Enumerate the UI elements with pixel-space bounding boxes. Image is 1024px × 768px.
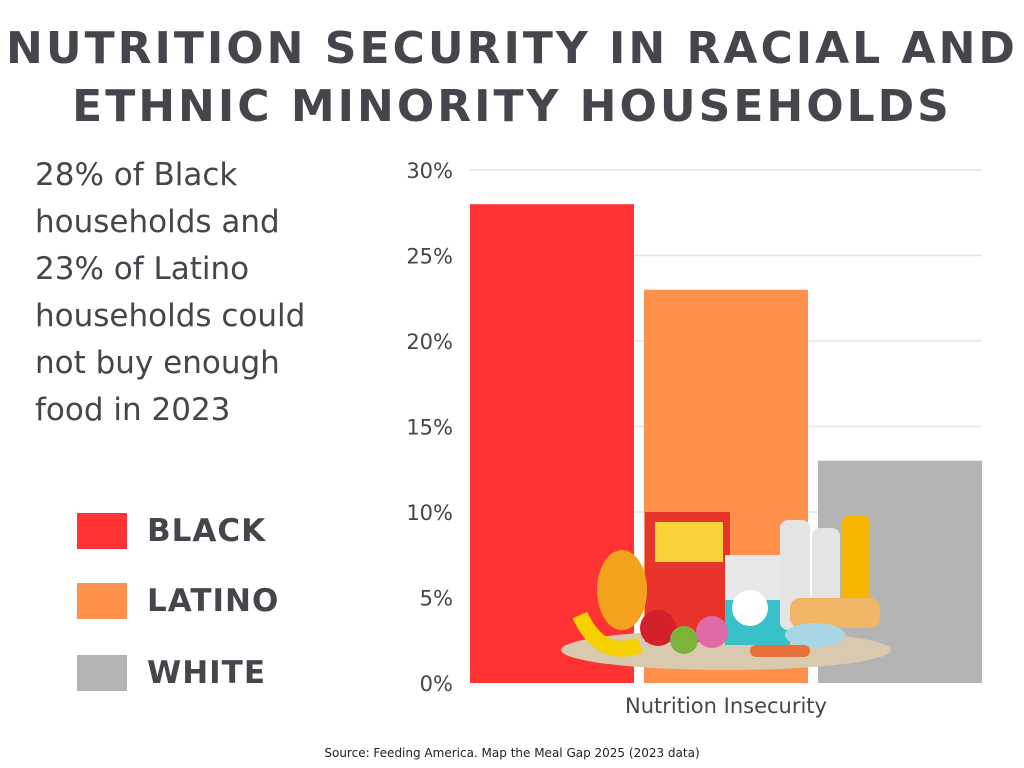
y-tick-label: 0% <box>420 672 453 696</box>
legend-swatch <box>77 583 127 619</box>
legend-item-white: WHITE <box>77 655 266 691</box>
y-tick-label: 10% <box>406 501 453 525</box>
x-axis-category-label: Nutrition Insecurity <box>625 694 827 718</box>
legend-label: BLACK <box>147 513 267 549</box>
description-line: 28% of Black <box>35 157 238 193</box>
legend-swatch <box>77 513 127 549</box>
y-tick-label: 20% <box>406 330 453 354</box>
title-line: ETHNIC MINORITY HOUSEHOLDS <box>72 81 952 132</box>
legend-swatch <box>77 655 127 691</box>
page-title: NUTRITION SECURITY IN RACIAL AND ETHNIC … <box>0 20 1024 136</box>
y-tick-label: 15% <box>406 416 453 440</box>
description-line: households could <box>35 298 306 334</box>
description-line: not buy enough <box>35 345 280 381</box>
y-tick-label: 30% <box>406 159 453 183</box>
legend-label: LATINO <box>147 583 280 619</box>
title-line: NUTRITION SECURITY IN RACIAL AND <box>6 23 1018 74</box>
y-tick-label: 5% <box>420 587 453 611</box>
description-line: food in 2023 <box>35 392 231 428</box>
legend-item-latino: LATINO <box>77 583 279 619</box>
description: 28% of Black households and 23% of Latin… <box>35 152 365 434</box>
food-illustration <box>561 512 891 670</box>
y-tick-label: 25% <box>406 245 453 269</box>
legend-label: WHITE <box>147 655 266 691</box>
description-line: households and <box>35 204 280 240</box>
description-line: 23% of Latino <box>35 251 250 287</box>
legend-item-black: BLACK <box>77 513 266 549</box>
source-note: Source: Feeding America. Map the Meal Ga… <box>324 746 700 760</box>
